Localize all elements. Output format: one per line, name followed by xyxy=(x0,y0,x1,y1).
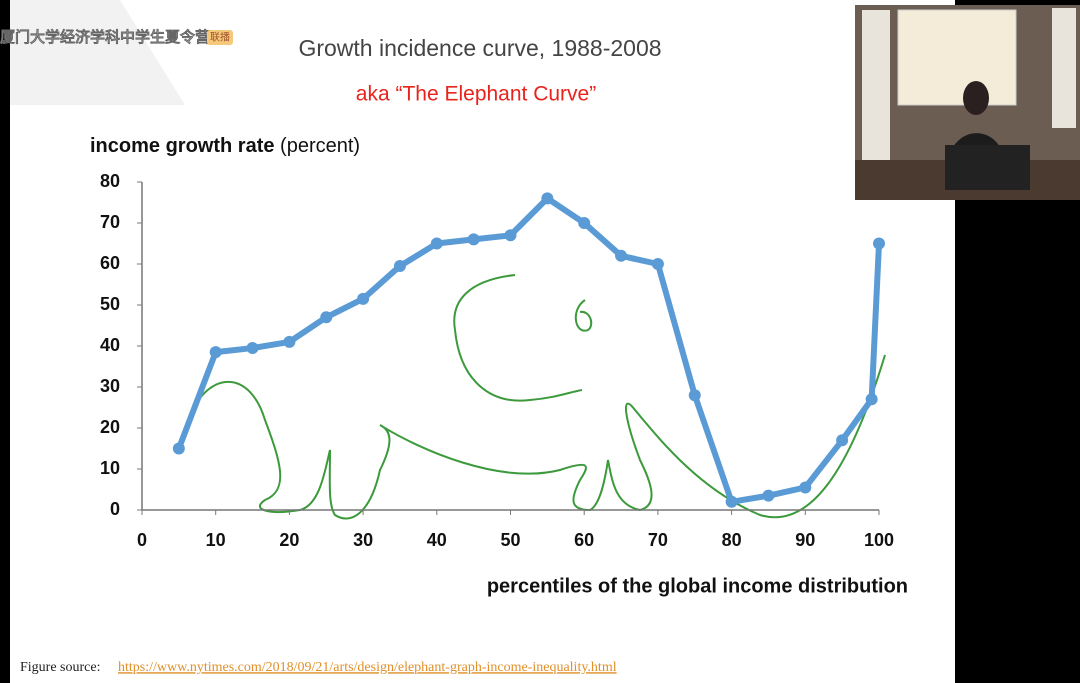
data-point xyxy=(541,192,554,205)
x-tick-label: 0 xyxy=(137,530,147,550)
data-point xyxy=(320,311,333,324)
x-tick-label: 40 xyxy=(427,530,447,550)
data-point xyxy=(578,217,591,229)
data-point xyxy=(615,249,628,262)
data-point xyxy=(865,393,878,406)
y-tick-label: 30 xyxy=(100,376,120,396)
data-point xyxy=(873,237,885,250)
y-label-unit: (percent) xyxy=(280,135,360,157)
data-point xyxy=(467,233,480,246)
x-tick-label: 20 xyxy=(279,530,299,550)
data-point xyxy=(393,260,406,273)
data-point xyxy=(836,434,849,447)
x-tick-label: 70 xyxy=(648,530,668,550)
y-tick-label: 50 xyxy=(100,294,120,314)
data-point xyxy=(246,342,259,355)
webcam-scroll xyxy=(862,10,890,160)
y-label-main: income growth rate xyxy=(90,135,274,157)
x-axis-label: percentiles of the global income distrib… xyxy=(487,575,908,597)
x-tick-label: 50 xyxy=(500,530,520,550)
watermark-bg xyxy=(10,0,185,105)
y-tick-label: 40 xyxy=(100,335,120,355)
y-tick-label: 20 xyxy=(100,417,120,437)
webcam-laptop xyxy=(945,145,1030,190)
x-tick-label: 10 xyxy=(206,530,226,550)
y-tick-label: 60 xyxy=(100,253,120,273)
x-tick-label: 100 xyxy=(864,530,894,550)
data-point xyxy=(688,389,701,402)
y-tick-label: 80 xyxy=(100,171,120,191)
webcam-scroll xyxy=(1052,8,1076,128)
data-point xyxy=(504,229,517,242)
chart-title: Growth incidence curve, 1988-2008 xyxy=(298,35,661,61)
x-tick-label: 90 xyxy=(795,530,815,550)
data-point xyxy=(762,489,775,502)
data-point xyxy=(651,258,664,270)
data-point xyxy=(430,237,443,250)
data-point xyxy=(209,346,222,359)
y-tick-label: 70 xyxy=(100,212,120,232)
data-point xyxy=(725,495,738,508)
x-tick-label: 60 xyxy=(574,530,594,550)
y-tick-label: 0 xyxy=(110,499,120,519)
y-tick-label: 10 xyxy=(100,458,120,478)
webcam-board xyxy=(897,9,1017,106)
source-label: Figure source: xyxy=(20,660,100,675)
data-point xyxy=(283,335,296,348)
slide xyxy=(10,0,955,683)
x-tick-label: 80 xyxy=(722,530,742,550)
x-tick-label: 30 xyxy=(353,530,373,550)
webcam xyxy=(855,5,1080,200)
webcam-person xyxy=(963,81,989,115)
watermark-tag: 联播 xyxy=(210,31,230,44)
source-url[interactable]: https://www.nytimes.com/2018/09/21/arts/… xyxy=(118,660,617,675)
watermark-tag-bg xyxy=(207,30,233,45)
watermark: 厦门大学经济学科中学生夏令营 xyxy=(0,28,210,46)
y-axis-label: income growth rate (percent) xyxy=(90,135,360,157)
elephant-sketch xyxy=(189,274,886,520)
data-point xyxy=(799,481,812,494)
data-point xyxy=(357,292,370,305)
data-point xyxy=(172,442,185,455)
chart-subtitle: aka “The Elephant Curve” xyxy=(356,83,596,106)
